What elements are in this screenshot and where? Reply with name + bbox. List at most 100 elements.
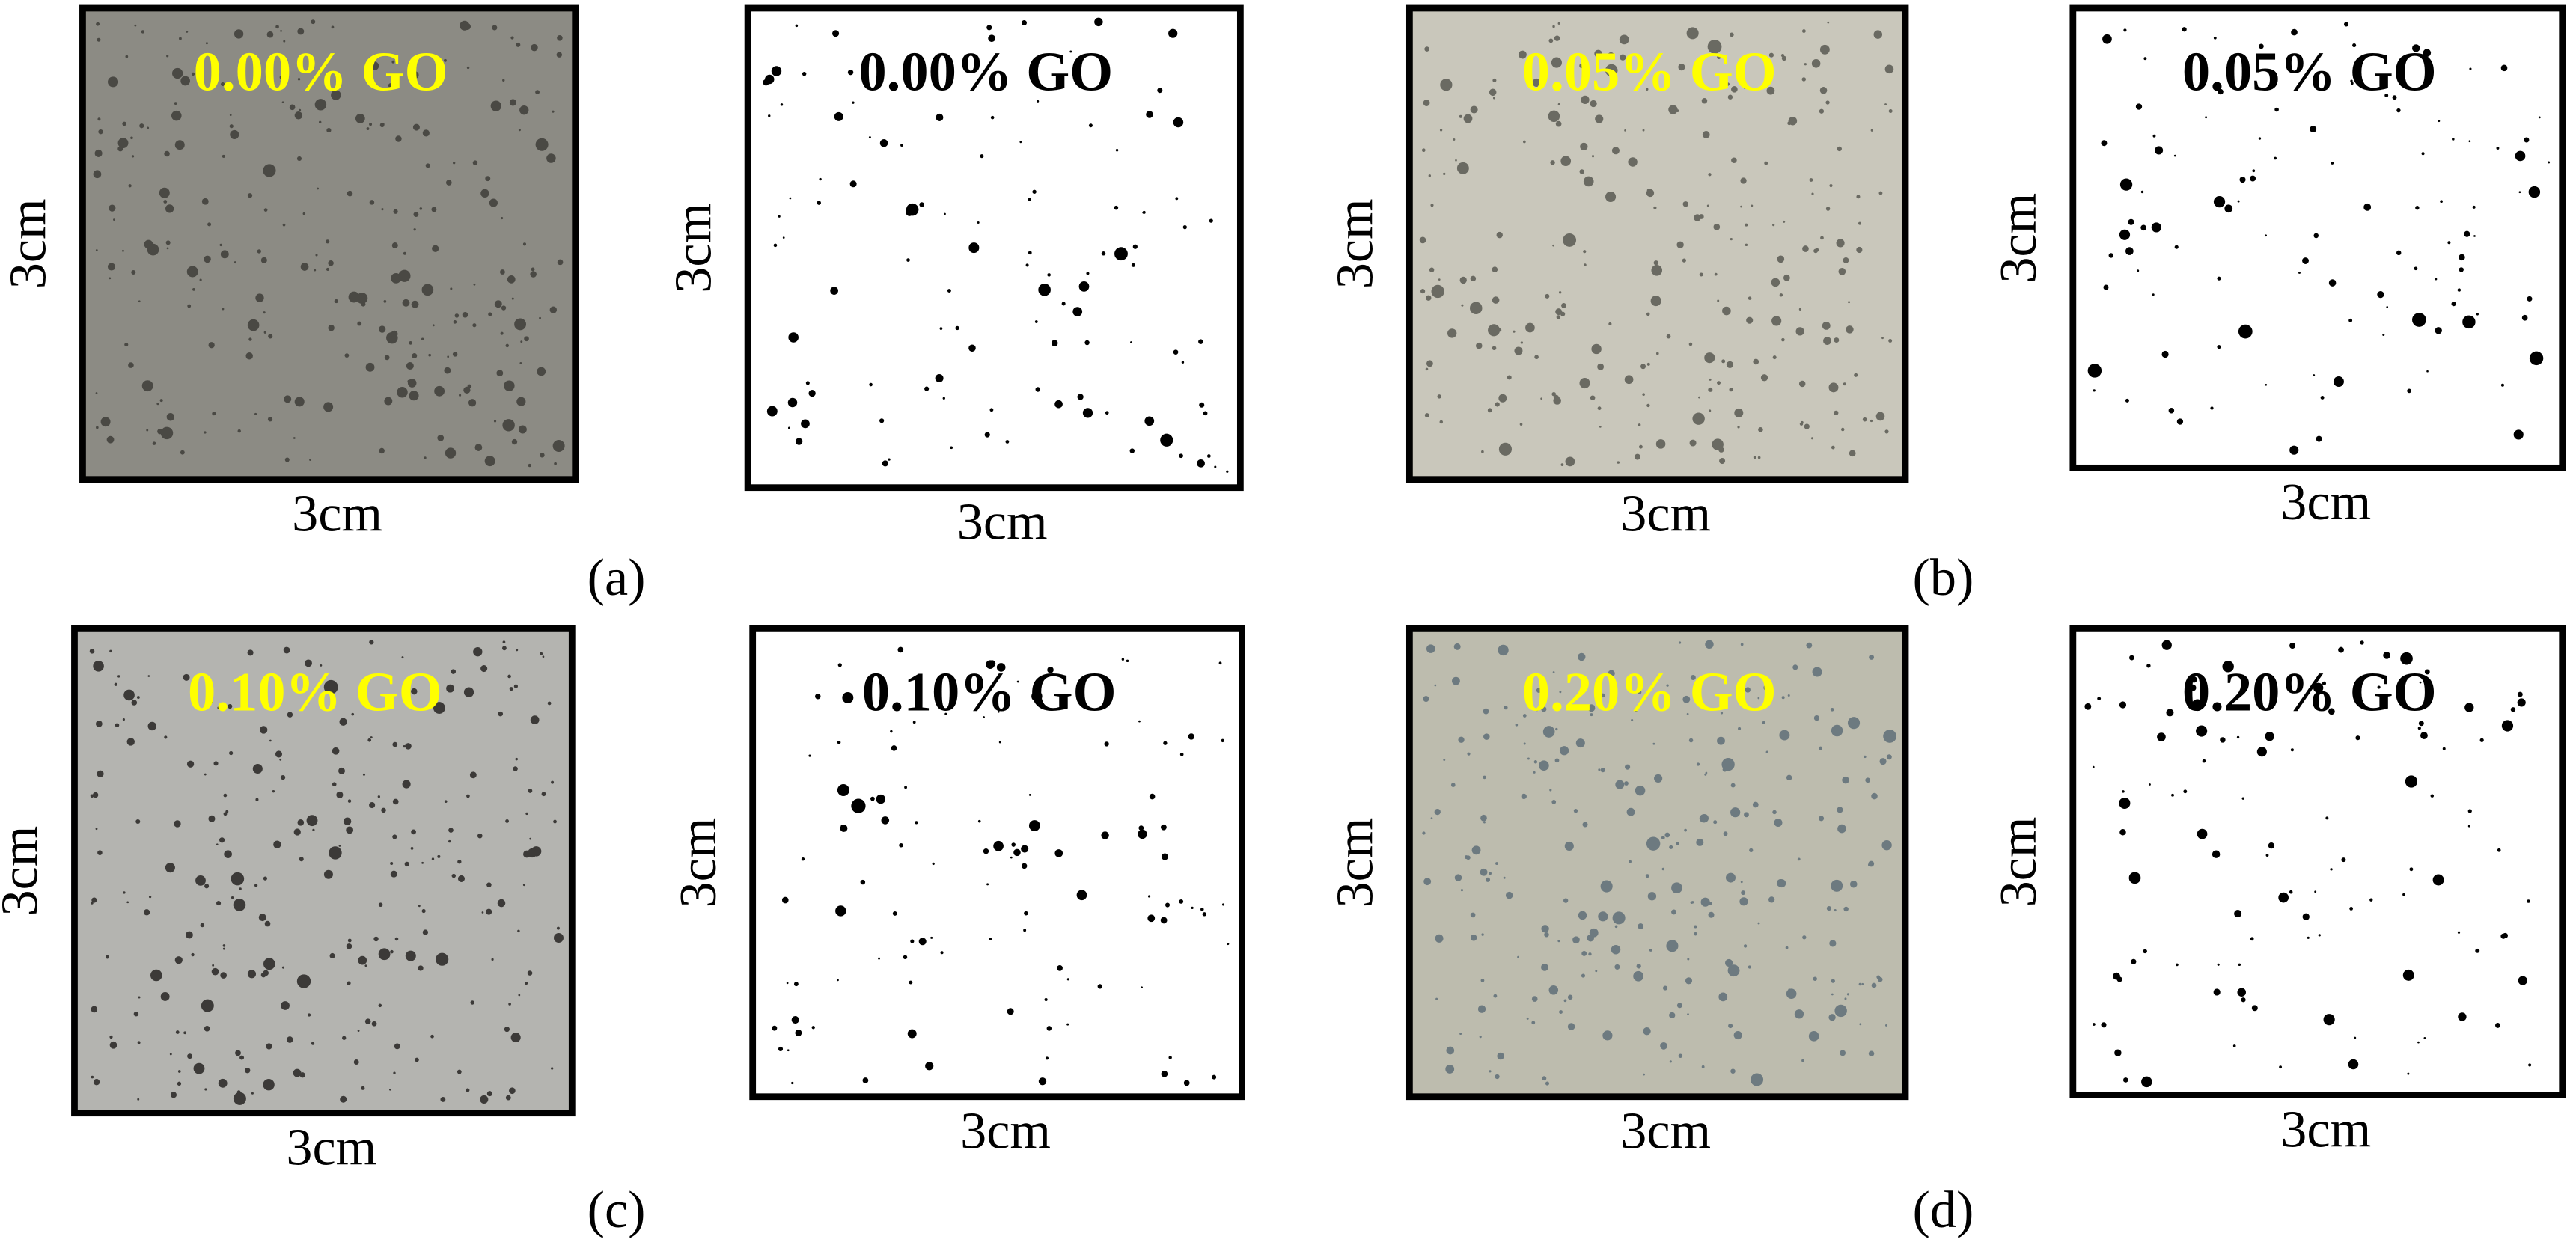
pore: [1661, 867, 1665, 871]
pore: [347, 981, 351, 985]
pore: [1038, 1077, 1047, 1086]
pore: [1734, 408, 1744, 417]
pore: [462, 311, 468, 318]
pore: [233, 1092, 246, 1105]
pore: [233, 899, 246, 911]
pore: [2174, 245, 2179, 249]
pore: [505, 819, 509, 823]
pore: [347, 799, 352, 803]
pore: [1804, 423, 1810, 429]
pore: [939, 327, 943, 330]
pore: [343, 817, 352, 825]
pore: [91, 897, 97, 903]
pore: [1825, 207, 1831, 211]
pore: [528, 463, 531, 468]
pore: [431, 207, 437, 212]
pore: [216, 901, 222, 906]
pore: [272, 789, 275, 793]
pore: [2210, 406, 2214, 410]
pore: [1471, 845, 1481, 855]
pore: [1813, 976, 1817, 981]
pore: [2424, 669, 2430, 675]
pore: [1212, 1074, 1217, 1080]
pore: [489, 198, 498, 207]
pore: [1727, 964, 1740, 977]
pore: [1435, 290, 1441, 296]
pore: [1650, 296, 1661, 307]
pore: [1197, 459, 1205, 468]
pore: [2392, 95, 2397, 100]
pore: [2157, 732, 2166, 741]
pore: [239, 1055, 245, 1060]
pore: [1066, 978, 1069, 981]
pore: [2189, 684, 2197, 691]
pore: [1741, 890, 1746, 896]
pore: [2298, 271, 2301, 274]
pore: [1783, 220, 1786, 223]
pore: [296, 974, 311, 988]
pore: [293, 437, 296, 439]
pore: [332, 747, 340, 755]
pore: [1483, 821, 1486, 824]
pore: [1600, 693, 1605, 698]
pore: [950, 446, 953, 450]
pore: [1551, 391, 1556, 397]
pore: [212, 412, 216, 416]
pore: [1802, 245, 1809, 252]
pore: [1551, 800, 1557, 804]
image-caption: 0.00% GO: [194, 41, 448, 103]
pore: [1579, 63, 1584, 69]
pore: [177, 1081, 182, 1086]
pore: [1704, 773, 1707, 776]
pore: [1533, 760, 1538, 764]
pore: [2097, 697, 2102, 701]
pore: [1750, 1073, 1764, 1086]
pore: [500, 269, 505, 275]
pore: [1764, 161, 1768, 165]
pore: [299, 857, 304, 862]
pore: [1470, 912, 1476, 918]
pore: [1548, 38, 1554, 43]
pore: [1560, 156, 1572, 167]
pore: [95, 828, 98, 831]
pore: [229, 124, 234, 129]
pore: [448, 839, 451, 843]
pore: [1731, 85, 1738, 93]
pore: [1599, 426, 1602, 428]
pore: [527, 848, 537, 858]
pore: [2435, 278, 2438, 281]
pore: [389, 1088, 391, 1091]
pore: [357, 321, 362, 326]
pore: [122, 718, 125, 721]
pore: [2122, 790, 2125, 793]
pore: [549, 306, 558, 313]
pore: [97, 117, 101, 121]
pore: [1731, 157, 1737, 164]
pore: [881, 816, 890, 825]
pore: [1497, 1052, 1504, 1060]
pore: [1556, 315, 1561, 319]
pore: [193, 1062, 205, 1074]
pore: [879, 418, 885, 423]
pore: [1438, 278, 1441, 281]
pore: [1054, 849, 1063, 857]
pore: [789, 197, 792, 200]
pore: [819, 177, 822, 181]
pore: [1798, 380, 1806, 388]
pore: [331, 25, 335, 29]
pore: [1884, 1024, 1887, 1027]
panel-label: (d): [1913, 1181, 1974, 1239]
pore: [1470, 105, 1478, 114]
height-label: 3cm: [1326, 198, 1385, 289]
pore: [557, 34, 563, 41]
specimen-photo: [1409, 628, 1906, 1097]
pore: [297, 78, 301, 81]
pore: [1567, 1023, 1575, 1030]
pore: [1076, 890, 1087, 901]
pore: [92, 792, 99, 798]
pore: [1823, 337, 1831, 345]
pore: [1671, 909, 1676, 915]
pore: [2419, 681, 2422, 684]
pore: [1809, 178, 1813, 182]
pore: [1598, 768, 1601, 771]
